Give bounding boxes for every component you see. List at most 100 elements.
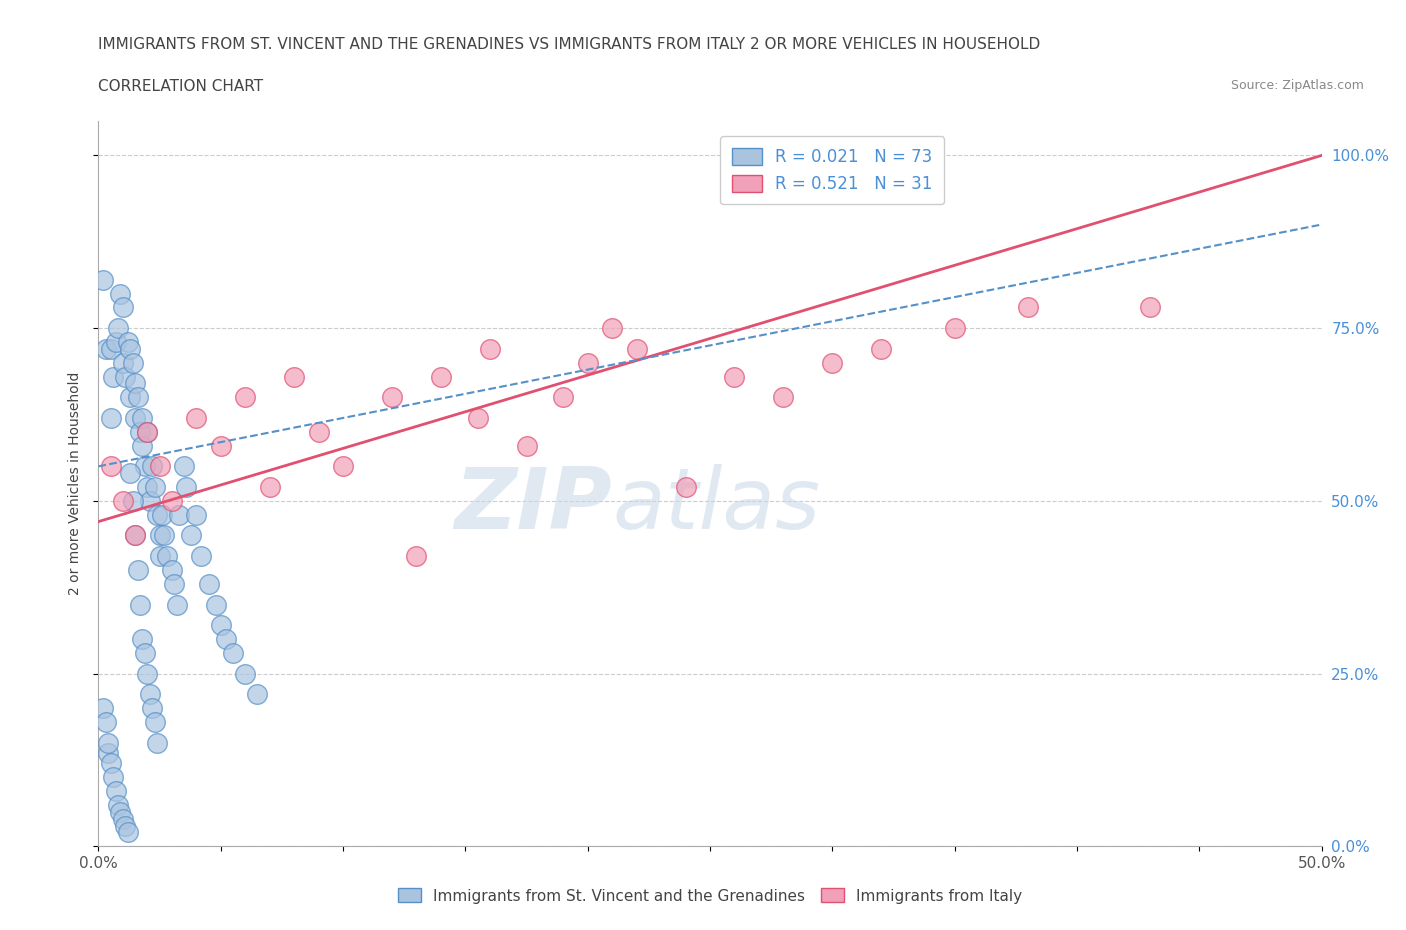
Point (772, 390, 794, 405)
Point (870, 341, 893, 356)
Point (129, 597, 152, 612)
Point (478, 341, 501, 356)
Point (97, 746, 120, 761)
Point (121, 355, 143, 370)
Point (131, 438, 153, 453)
Point (176, 480, 198, 495)
Point (146, 736, 169, 751)
Point (134, 645, 156, 660)
Point (160, 563, 183, 578)
Point (136, 424, 159, 439)
Point (101, 770, 124, 785)
Point (308, 424, 330, 439)
Point (114, 369, 136, 384)
Point (186, 410, 208, 425)
Point (205, 597, 228, 612)
Point (91, 272, 114, 287)
Point (149, 458, 172, 473)
Point (136, 424, 159, 439)
Text: Source: ZipAtlas.com: Source: ZipAtlas.com (1230, 79, 1364, 92)
Point (626, 341, 648, 356)
Point (149, 549, 172, 564)
Point (139, 687, 162, 702)
Point (111, 494, 134, 509)
Point (156, 549, 179, 564)
Point (111, 355, 134, 370)
Point (131, 410, 153, 425)
Point (124, 528, 146, 543)
Point (153, 528, 176, 543)
Point (131, 631, 153, 646)
Point (124, 376, 146, 391)
Point (180, 528, 202, 543)
Point (233, 390, 256, 405)
Point (146, 507, 169, 522)
Point (114, 818, 136, 833)
Text: atlas: atlas (612, 464, 820, 547)
Point (127, 563, 149, 578)
Point (600, 321, 623, 336)
Point (136, 666, 159, 681)
Point (110, 286, 132, 301)
Point (821, 355, 844, 370)
Point (553, 390, 575, 405)
Point (111, 811, 134, 826)
Point (283, 369, 305, 384)
Point (197, 577, 219, 591)
Point (91, 700, 114, 715)
Point (430, 369, 453, 384)
Legend: Immigrants from St. Vincent and the Grenadines, Immigrants from Italy: Immigrants from St. Vincent and the Gren… (391, 881, 1029, 911)
Point (94, 341, 117, 356)
Point (405, 549, 427, 564)
Point (121, 494, 143, 509)
Point (467, 410, 489, 425)
Text: IMMIGRANTS FROM ST. VINCENT AND THE GRENADINES VS IMMIGRANTS FROM ITALY 2 OR MOR: IMMIGRANTS FROM ST. VINCENT AND THE GREN… (98, 37, 1040, 52)
Point (943, 321, 966, 336)
Point (136, 480, 159, 495)
Point (101, 369, 124, 384)
Point (104, 335, 127, 350)
Point (100, 756, 122, 771)
Point (166, 597, 188, 612)
Point (381, 390, 404, 405)
Point (246, 687, 269, 702)
Point (111, 300, 134, 315)
Point (129, 424, 152, 439)
Point (100, 458, 122, 473)
Point (107, 321, 129, 336)
Point (332, 458, 354, 473)
Y-axis label: 2 or more Vehicles in Household: 2 or more Vehicles in Household (67, 372, 82, 595)
Point (120, 390, 142, 405)
Point (110, 804, 132, 819)
Point (515, 438, 537, 453)
Point (107, 797, 129, 812)
Point (723, 369, 745, 384)
Point (143, 480, 166, 495)
Point (124, 410, 146, 425)
Point (127, 390, 149, 405)
Point (134, 458, 156, 473)
Point (141, 458, 163, 473)
Point (190, 549, 212, 564)
Point (149, 528, 172, 543)
Point (163, 577, 186, 591)
Point (100, 341, 122, 356)
Point (233, 666, 256, 681)
Point (675, 480, 697, 495)
Point (1139, 300, 1161, 315)
Point (94, 714, 117, 729)
Point (143, 714, 166, 729)
Point (186, 507, 208, 522)
Point (576, 355, 599, 370)
Point (141, 700, 163, 715)
Text: ZIP: ZIP (454, 464, 612, 547)
Point (117, 825, 139, 840)
Point (120, 466, 142, 481)
Point (173, 458, 195, 473)
Text: CORRELATION CHART: CORRELATION CHART (98, 79, 263, 94)
Point (100, 410, 122, 425)
Point (259, 480, 281, 495)
Point (209, 618, 232, 632)
Point (120, 341, 142, 356)
Point (209, 438, 232, 453)
